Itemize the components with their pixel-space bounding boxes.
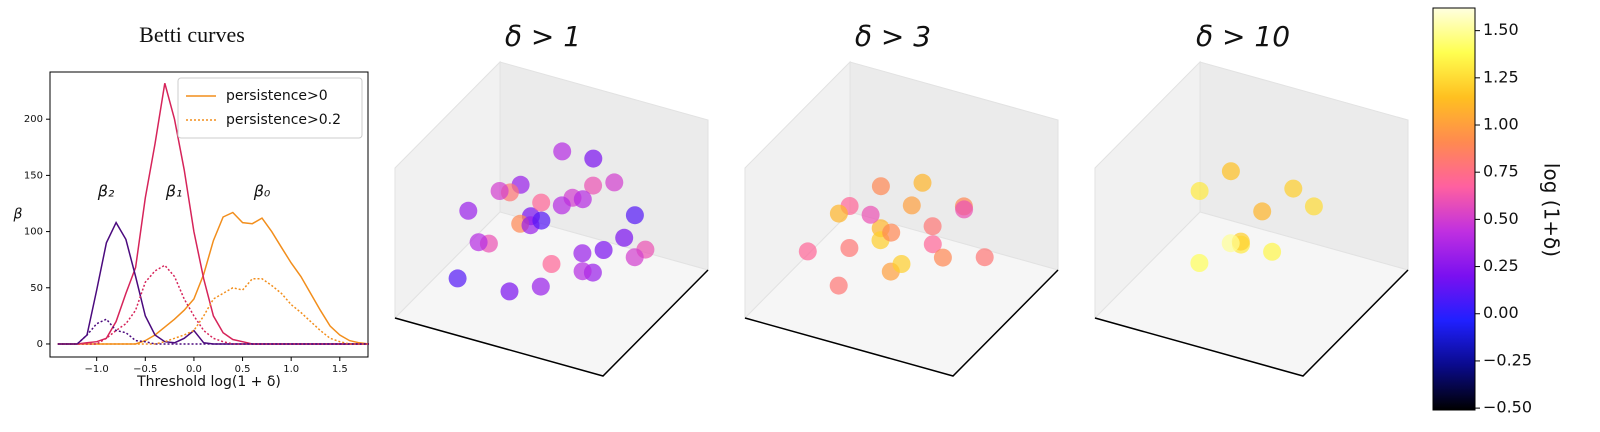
point [892, 255, 911, 273]
point [1263, 242, 1282, 261]
point [861, 205, 880, 224]
point [615, 228, 634, 247]
point [1284, 179, 1303, 198]
point [625, 206, 644, 225]
series-label: β₀ [253, 182, 271, 201]
colorbar-tick-label: 0.50 [1483, 209, 1519, 228]
colorbar-tick-label: −0.50 [1483, 398, 1532, 417]
point [490, 182, 509, 200]
point [1221, 162, 1240, 181]
y-tick-label: 50 [30, 283, 43, 294]
point [829, 204, 848, 223]
x-axis-label: Threshold log(1 + δ) [136, 374, 281, 390]
x-tick-label: −0.5 [133, 364, 157, 375]
series-line [57, 278, 369, 345]
series-label: β₂ [97, 182, 115, 201]
point [798, 242, 817, 261]
point [532, 211, 551, 230]
colorbar-tick-label: 0.25 [1483, 256, 1519, 275]
x-tick-label: −1.0 [85, 364, 109, 375]
series-label: β₁ [165, 182, 183, 201]
point [882, 223, 901, 242]
plot-frame [49, 71, 369, 358]
point [459, 201, 478, 220]
chart-title: Betti curves [139, 22, 245, 47]
colorbar-tick-label: 1.25 [1483, 67, 1519, 86]
y-tick-label: 100 [24, 227, 43, 238]
x-tick-label: 0.0 [186, 364, 202, 375]
colorbar-tick-label: 0.00 [1483, 303, 1519, 322]
colorbar-tick-label: 0.75 [1483, 162, 1519, 181]
legend-label: persistence>0 [226, 88, 328, 104]
point [1253, 202, 1272, 221]
point [532, 193, 551, 212]
point [1190, 254, 1209, 272]
x-tick-label: 1.0 [283, 364, 299, 375]
point [1190, 182, 1209, 200]
point [902, 196, 921, 215]
x-tick-label: 1.5 [332, 364, 348, 375]
point [553, 142, 572, 161]
legend-label: persistence>0.2 [226, 112, 341, 128]
panel-title: δ > 10 [1196, 20, 1290, 53]
y-axis-label: β [13, 207, 23, 223]
y-tick-label: 150 [24, 170, 43, 181]
point [933, 248, 952, 267]
y-tick-label: 0 [37, 339, 43, 350]
point [955, 200, 974, 219]
point [573, 262, 592, 281]
point [573, 244, 592, 263]
series-line [57, 318, 369, 345]
point [469, 233, 488, 252]
y-tick-label: 200 [24, 114, 43, 125]
floor-edge [394, 269, 709, 377]
point [573, 190, 592, 209]
colorbar [1432, 7, 1476, 411]
colorbar-tick-label: 1.00 [1483, 115, 1519, 134]
floor-edge [1094, 269, 1409, 377]
colorbar-tick-label: −0.25 [1483, 350, 1532, 369]
point [625, 248, 644, 267]
point [542, 255, 561, 273]
colorbar-label: log (1+δ) [1540, 163, 1564, 257]
legend-box [177, 77, 363, 139]
point [1304, 197, 1323, 216]
point [552, 196, 571, 215]
panel-title: δ > 3 [855, 20, 931, 53]
panel-title: δ > 1 [505, 20, 581, 53]
point [584, 149, 603, 168]
point [975, 248, 994, 267]
point [584, 176, 603, 195]
point [448, 269, 467, 288]
floor-edge [744, 269, 1059, 377]
series-line [57, 211, 370, 345]
point [594, 241, 613, 259]
point [923, 217, 942, 236]
point [923, 235, 942, 254]
point [913, 173, 932, 192]
point [1221, 234, 1240, 253]
point [871, 177, 890, 196]
x-tick-label: 0.5 [235, 364, 251, 375]
point [840, 239, 859, 257]
point [829, 276, 848, 295]
colorbar-tick-label: 1.50 [1483, 20, 1519, 39]
point [531, 277, 550, 296]
point [500, 282, 519, 301]
point [605, 173, 624, 192]
